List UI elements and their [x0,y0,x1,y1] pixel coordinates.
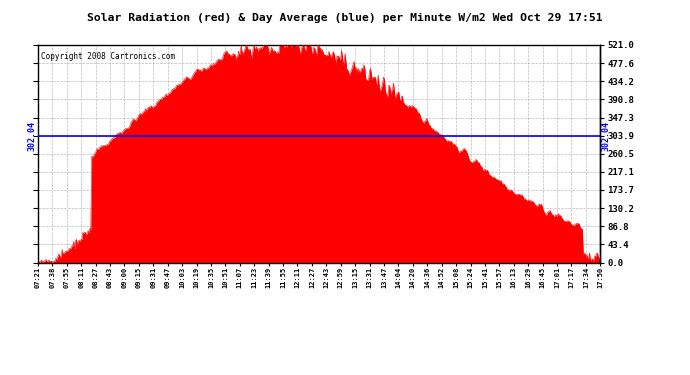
Text: Solar Radiation (red) & Day Average (blue) per Minute W/m2 Wed Oct 29 17:51: Solar Radiation (red) & Day Average (blu… [87,13,603,23]
Text: 302.04: 302.04 [28,122,37,152]
Text: Copyright 2008 Cartronics.com: Copyright 2008 Cartronics.com [41,51,175,60]
Text: 302.04: 302.04 [602,122,611,152]
